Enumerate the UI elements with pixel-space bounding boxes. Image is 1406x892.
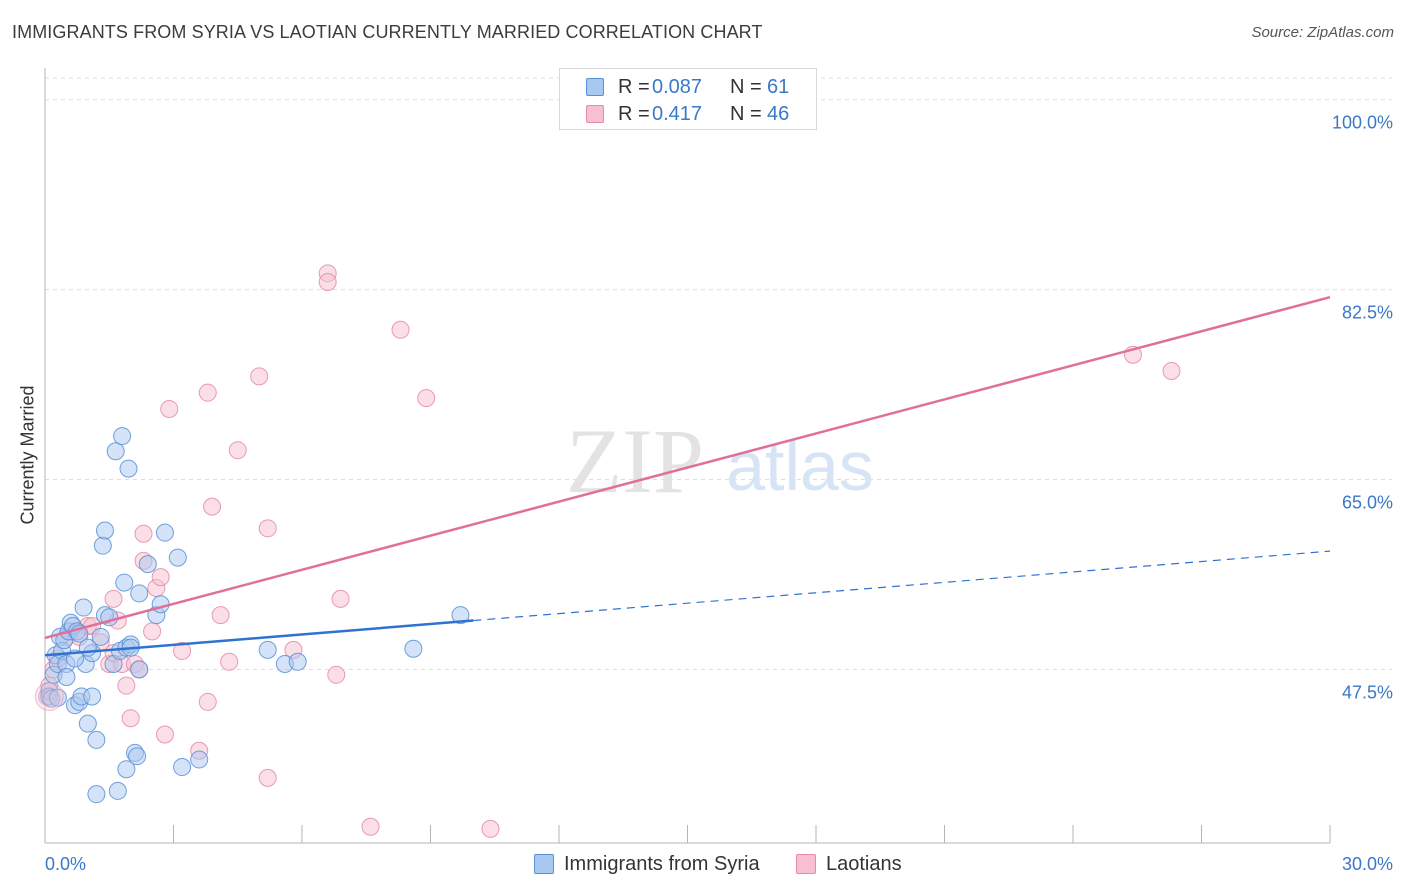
laotian-point xyxy=(1162,361,1181,380)
series-legend: Immigrants from Syria Laotians xyxy=(0,852,1406,878)
syria-point xyxy=(78,714,97,733)
series-layer xyxy=(34,264,1181,838)
legend-n-value: 46 xyxy=(767,103,790,125)
legend-label-laotians: Laotians xyxy=(826,853,902,875)
axes-layer xyxy=(44,68,1331,844)
watermark: ZIP atlas xyxy=(566,410,874,512)
legend-r-value: 0.087 xyxy=(652,76,703,98)
laotian-point xyxy=(160,399,179,418)
syria-point xyxy=(138,555,157,574)
laotian-point xyxy=(173,641,192,660)
syria-point xyxy=(128,747,147,766)
syria-point xyxy=(78,638,97,657)
syria-trend-extension xyxy=(473,550,1331,622)
laotian-trend-line xyxy=(44,295,1331,640)
syria-point xyxy=(288,652,307,671)
syria-point xyxy=(106,442,125,461)
syria-point xyxy=(151,595,170,614)
y-axis-label: Currently Married xyxy=(17,385,38,525)
trend-layer xyxy=(44,295,1331,657)
legend-row-syria: R = 0.087 N = 61 xyxy=(560,74,816,100)
laotian-point xyxy=(203,497,222,516)
syria-point xyxy=(93,536,112,555)
syria-point xyxy=(87,730,106,749)
y-tick-label: 47.5% xyxy=(1342,682,1393,702)
syria-point xyxy=(115,573,134,592)
syria-point xyxy=(57,667,76,686)
syria-trend-line xyxy=(44,619,474,657)
watermark-atlas: atlas xyxy=(726,427,874,505)
legend-n-label: N = xyxy=(730,103,762,125)
laotian-point xyxy=(121,709,140,728)
tick-labels: 47.5% 65.0% 82.5% 100.0% 0.0% 30.0% xyxy=(45,113,1393,874)
laotian-point xyxy=(481,819,500,838)
laotian-point xyxy=(361,817,380,836)
syria-point xyxy=(119,459,138,478)
y-tick-label: 100.0% xyxy=(1332,113,1393,133)
syria-point xyxy=(190,750,209,769)
syria-point xyxy=(130,660,149,679)
laotian-point xyxy=(198,692,217,711)
laotian-point xyxy=(391,320,410,339)
laotian-point xyxy=(220,652,239,671)
syria-point xyxy=(87,785,106,804)
legend-swatch-syria xyxy=(534,854,554,874)
grid-layer xyxy=(45,77,1392,670)
legend-swatch-syria xyxy=(586,78,604,96)
y-tick-label: 65.0% xyxy=(1342,492,1393,512)
legend-row-laotians: R = 0.417 N = 46 xyxy=(560,101,816,127)
correlation-legend: R = 0.087 N = 61 R = 0.417 N = 46 xyxy=(559,68,817,130)
syria-point xyxy=(451,606,470,625)
source-label: Source: ZipAtlas.com xyxy=(1251,24,1394,41)
syria-point xyxy=(95,521,114,540)
y-tick-label: 82.5% xyxy=(1342,303,1393,323)
legend-n-value: 61 xyxy=(767,76,790,98)
syria-point xyxy=(155,523,174,542)
laotian-point xyxy=(331,589,350,608)
laotian-point xyxy=(117,676,136,695)
legend-swatch-laotians xyxy=(586,105,604,123)
syria-point xyxy=(130,584,149,603)
laotian-point xyxy=(198,383,217,402)
watermark-zip: ZIP xyxy=(566,410,704,512)
laotian-point xyxy=(228,441,247,460)
syria-point xyxy=(91,627,110,646)
chart-title: IMMIGRANTS FROM SYRIA VS LAOTIAN CURRENT… xyxy=(12,22,763,42)
x-tick-label: 30.0% xyxy=(1342,854,1393,874)
laotian-point xyxy=(34,682,64,712)
syria-point xyxy=(108,781,127,800)
laotian-point xyxy=(151,568,170,587)
legend-swatch-laotians xyxy=(796,854,816,874)
syria-point xyxy=(258,640,277,659)
syria-point xyxy=(117,760,136,779)
syria-point xyxy=(173,758,192,777)
laotian-point xyxy=(318,273,337,291)
laotian-point xyxy=(258,519,277,538)
laotian-point xyxy=(155,725,174,744)
laotian-point xyxy=(417,389,436,408)
syria-point xyxy=(404,639,423,658)
syria-point xyxy=(83,687,102,706)
laotian-point xyxy=(134,524,153,543)
legend-label-syria: Immigrants from Syria xyxy=(564,853,760,875)
legend-r-label: R = xyxy=(618,103,650,125)
syria-point xyxy=(168,548,187,567)
legend-r-value: 0.417 xyxy=(652,103,703,125)
legend-r-label: R = xyxy=(618,76,650,98)
laotian-point xyxy=(104,589,123,608)
laotian-point xyxy=(258,768,277,787)
syria-point xyxy=(113,427,132,446)
laotian-point xyxy=(143,622,162,641)
laotian-point xyxy=(211,606,230,625)
legend-n-label: N = xyxy=(730,76,762,98)
x-tick-label: 0.0% xyxy=(45,854,86,874)
laotian-point xyxy=(327,665,346,684)
syria-point xyxy=(74,598,93,617)
laotian-point xyxy=(250,367,269,386)
